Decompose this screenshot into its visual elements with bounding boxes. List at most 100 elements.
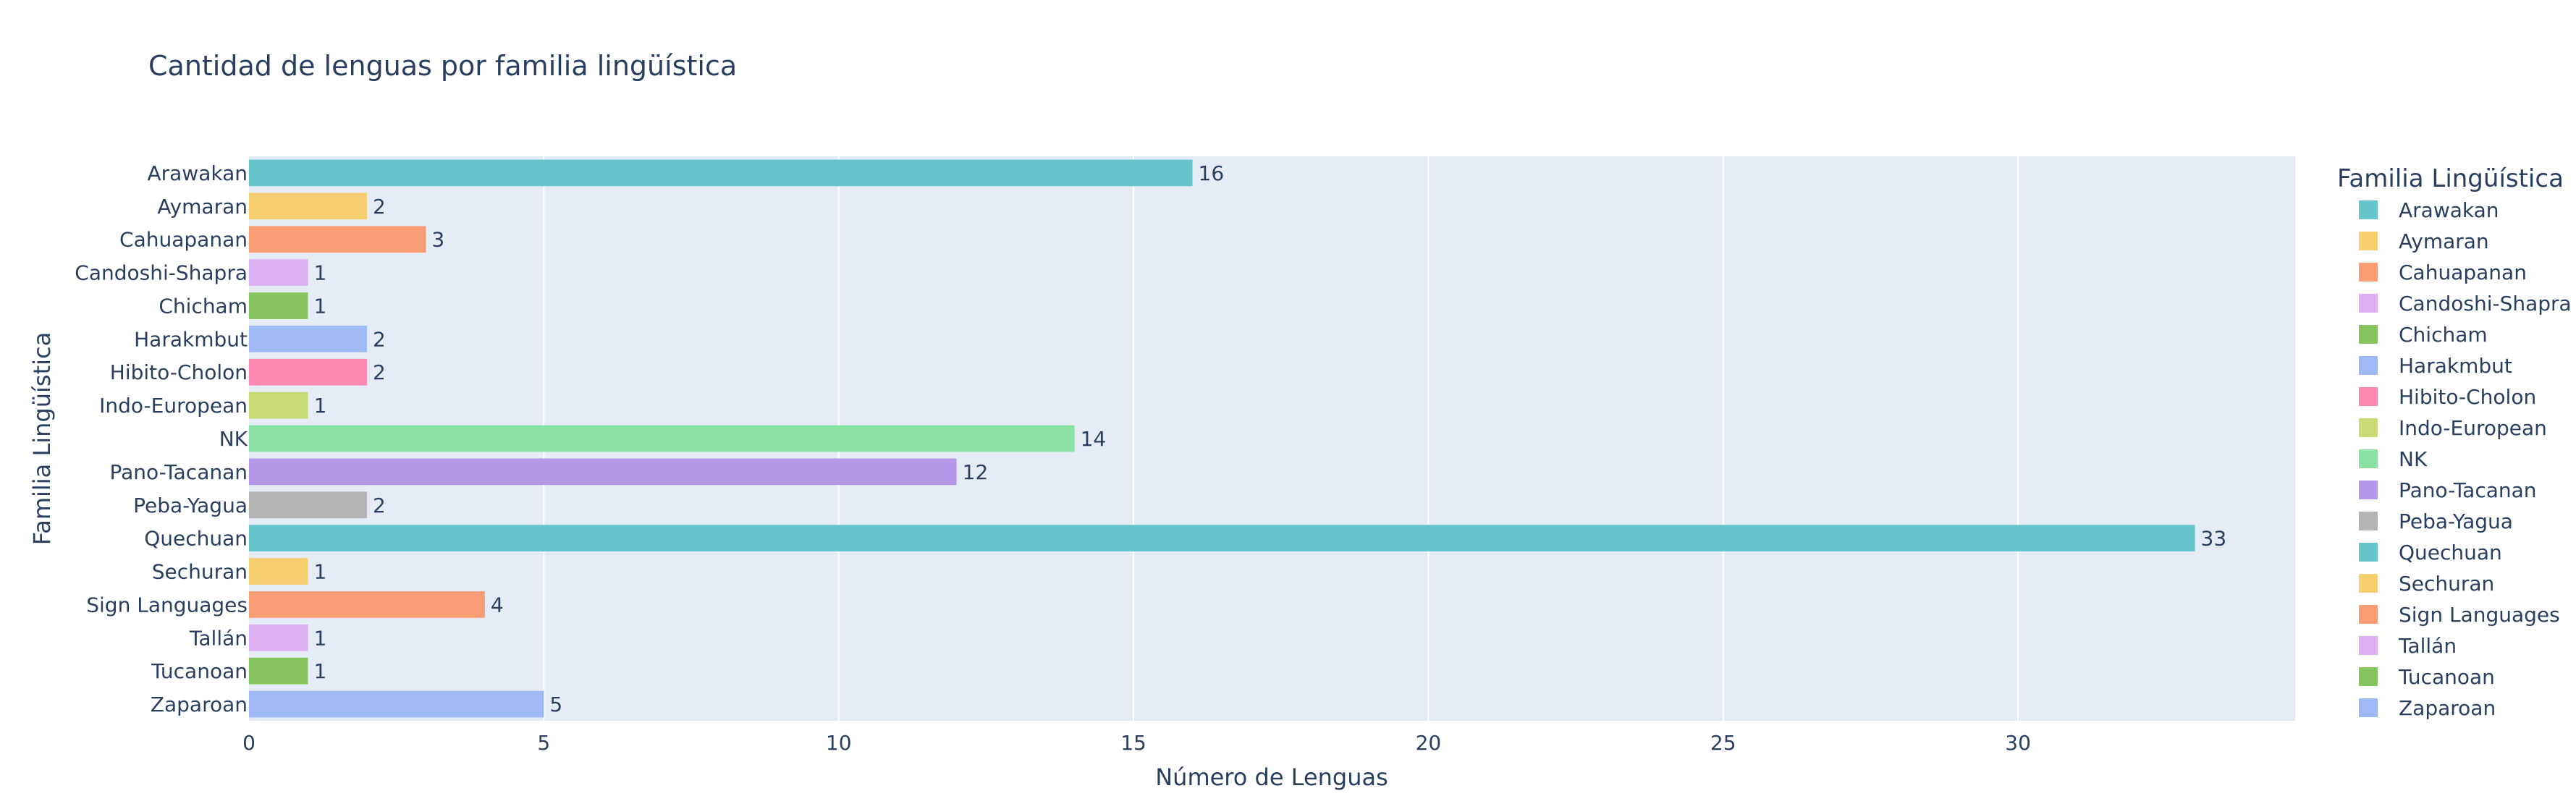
y-tick-label: Quechuan (144, 527, 248, 551)
bar-aymaran (249, 192, 367, 220)
legend-swatch (2359, 574, 2378, 593)
bar-zaparoan (249, 690, 544, 718)
bar-hibito-cholon (249, 358, 367, 386)
legend-swatch (2359, 356, 2378, 375)
legend-swatch (2359, 449, 2378, 468)
x-tick-label: 20 (1416, 731, 1442, 755)
bar-sign-languages (249, 591, 485, 618)
y-tick-label: NK (219, 427, 248, 451)
bar-chicham (249, 292, 308, 319)
y-tick-label: Tallán (189, 626, 248, 650)
legend-swatch (2359, 294, 2378, 313)
legend-label: Tucanoan (2398, 665, 2495, 689)
x-tick-label: 25 (1710, 731, 1736, 755)
data-label: 33 (2201, 527, 2227, 551)
y-tick-label: Candoshi-Shapra (75, 261, 248, 285)
y-tick-label: Indo-European (99, 394, 248, 418)
legend-label: Peba-Yagua (2399, 509, 2513, 533)
legend-label: Quechuan (2399, 541, 2502, 564)
data-label: 1 (313, 659, 326, 683)
legend-swatch (2359, 512, 2378, 530)
bar-tall-n (249, 624, 308, 651)
data-label: 2 (373, 195, 386, 219)
data-label: 2 (373, 494, 386, 517)
legend-swatch (2359, 232, 2378, 250)
bars (249, 159, 2195, 718)
legend-label: Arawakan (2399, 198, 2499, 222)
legend-label: Cahuapanan (2399, 261, 2527, 284)
legend-title: Familia Lingüística (2337, 164, 2564, 193)
legend-swatch (2359, 481, 2378, 499)
data-label: 1 (313, 394, 326, 418)
y-tick-label: Pano-Tacanan (109, 460, 248, 484)
legend-label: Hibito-Cholon (2399, 385, 2536, 409)
legend-label: Zaparoan (2399, 696, 2496, 720)
y-tick-label: Chicham (159, 294, 248, 318)
bar-indo-european (249, 392, 308, 419)
legend: Arawakan Aymaran Cahuapanan Candoshi-Shapra… (2359, 198, 2572, 720)
x-tick-label: 30 (2005, 731, 2031, 755)
data-label: 2 (373, 327, 386, 351)
data-label: 1 (313, 560, 326, 584)
y-tick-label: Tucanoan (151, 659, 248, 683)
data-label: 16 (1199, 161, 1225, 185)
legend-swatch (2359, 325, 2378, 344)
legend-swatch (2359, 605, 2378, 624)
legend-label: Tallán (2398, 634, 2457, 658)
data-label: 1 (313, 626, 326, 650)
x-tick-label: 5 (537, 731, 550, 755)
legend-label: Sign Languages (2399, 603, 2560, 627)
legend-label: Candoshi-Shapra (2399, 292, 2572, 316)
data-label: 4 (491, 593, 504, 617)
data-label: 5 (549, 693, 562, 716)
bar-nk (249, 425, 1075, 452)
legend-label: Aymaran (2399, 229, 2489, 253)
y-tick-label: Hibito-Cholon (110, 360, 248, 384)
bar-candoshi-shapra (249, 259, 308, 286)
data-label: 1 (313, 294, 326, 318)
x-tick-label: 10 (826, 731, 852, 755)
bar-tucanoan (249, 657, 308, 685)
data-label: 1 (313, 261, 326, 285)
y-tick-label: Harakmbut (134, 327, 248, 351)
legend-label: Indo-European (2399, 416, 2547, 440)
legend-label: Sechuran (2399, 572, 2494, 596)
y-axis-title: Familia Lingüística (28, 332, 56, 546)
legend-swatch (2359, 543, 2378, 562)
bar-cahuapanan (249, 226, 426, 253)
data-label: 2 (373, 360, 386, 384)
bar-peba-yagua (249, 491, 367, 519)
y-tick-label: Sechuran (152, 560, 248, 584)
y-tick-label: Aymaran (157, 195, 248, 219)
legend-label: Harakmbut (2399, 354, 2512, 378)
y-axis-ticks: Arawakan Aymaran Cahuapanan Candoshi-Shapra… (75, 161, 248, 716)
y-tick-label: Cahuapanan (119, 228, 248, 252)
x-tick-label: 0 (242, 731, 256, 755)
bar-harakmbut (249, 326, 367, 352)
chart-title: Cantidad de lenguas por familia lingüíst… (148, 50, 737, 82)
legend-label: NK (2399, 447, 2428, 471)
y-tick-label: Sign Languages (86, 593, 248, 617)
legend-label: Chicham (2399, 323, 2488, 347)
legend-swatch (2359, 698, 2378, 717)
legend-swatch (2359, 263, 2378, 282)
x-axis-ticks: 0 5 10 15 20 25 30 (242, 731, 2031, 755)
y-tick-label: Arawakan (147, 161, 248, 185)
data-label: 14 (1081, 427, 1107, 451)
legend-swatch (2359, 667, 2378, 686)
bar-arawakan (249, 159, 1193, 187)
x-axis-title: Número de Lenguas (1155, 763, 1388, 791)
legend-swatch (2359, 200, 2378, 219)
y-tick-label: Peba-Yagua (133, 494, 248, 517)
legend-swatch (2359, 418, 2378, 437)
legend-swatch (2359, 636, 2378, 655)
data-label: 12 (963, 460, 989, 484)
bar-pano-tacanan (249, 458, 957, 486)
data-label: 3 (431, 228, 444, 252)
legend-label: Pano-Tacanan (2399, 478, 2537, 502)
y-tick-label: Zaparoan (151, 693, 248, 716)
x-tick-label: 15 (1120, 731, 1146, 755)
bar-quechuan (249, 525, 2195, 551)
